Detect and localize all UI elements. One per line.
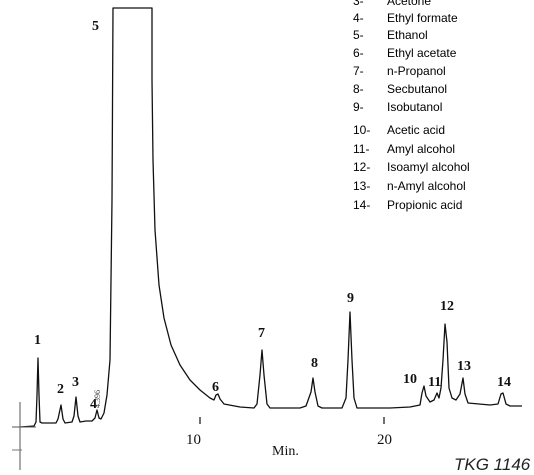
legend-name-8: Secbutanol bbox=[387, 82, 447, 96]
legend-name-14: Propionic acid bbox=[387, 198, 462, 212]
peak-label-7: 7 bbox=[258, 326, 265, 341]
peak-label-5: 5 bbox=[92, 19, 99, 34]
legend-num-13: 13- bbox=[353, 179, 370, 193]
legend-name-13: n-Amyl alcohol bbox=[387, 179, 466, 193]
legend-name-12: Isoamyl alcohol bbox=[387, 160, 470, 174]
x-axis-title: Min. bbox=[272, 444, 299, 459]
legend-name-4: Ethyl formate bbox=[387, 11, 458, 25]
legend-num-5: 5- bbox=[353, 28, 364, 42]
peak-label-9: 9 bbox=[347, 291, 354, 306]
legend-name-5: Ethanol bbox=[387, 28, 428, 42]
legend: 3- Acetone 4- Ethyl formate 5- Ethanol 6… bbox=[353, 0, 470, 212]
legend-name-7: n-Propanol bbox=[387, 64, 446, 78]
legend-num-10: 10- bbox=[353, 123, 370, 137]
peak-label-4: 4 bbox=[90, 397, 97, 412]
peak-label-8: 8 bbox=[311, 356, 318, 371]
legend-name-11: Amyl alcohol bbox=[387, 142, 455, 156]
x-tick-label-20: 20 bbox=[377, 432, 392, 448]
peak-label-3: 3 bbox=[72, 375, 79, 390]
legend-num-4: 4- bbox=[353, 11, 364, 25]
peak-label-13: 13 bbox=[457, 359, 471, 374]
legend-num-9: 9- bbox=[353, 100, 364, 114]
peak-label-12: 12 bbox=[440, 299, 454, 314]
legend-num-6: 6- bbox=[353, 46, 364, 60]
legend-num-14: 14- bbox=[353, 198, 370, 212]
peak-label-2: 2 bbox=[57, 382, 64, 397]
peak-label-1: 1 bbox=[34, 333, 41, 348]
legend-num-12: 12- bbox=[353, 160, 370, 174]
legend-num-7: 7- bbox=[353, 64, 364, 78]
legend-num-3: 3- bbox=[353, 0, 364, 8]
legend-name-9: Isobutanol bbox=[387, 100, 442, 114]
peak-label-11: 11 bbox=[428, 375, 441, 390]
legend-num-11: 11- bbox=[353, 142, 369, 156]
legend-name-10: Acetic acid bbox=[387, 123, 445, 137]
peak-label-14: 14 bbox=[497, 375, 511, 390]
image-watermark: TKG 1146 bbox=[454, 455, 531, 474]
legend-name-6: Ethyl acetate bbox=[387, 46, 457, 60]
chromatogram-trace bbox=[19, 7, 522, 428]
legend-name-3: Acetone bbox=[387, 0, 431, 8]
legend-num-8: 8- bbox=[353, 82, 364, 96]
x-tick-label-10: 10 bbox=[186, 432, 201, 448]
peak-label-10: 10 bbox=[403, 372, 417, 387]
peak-labels: 1 2 3 4 5 6 7 8 9 10 11 12 13 14 bbox=[34, 19, 511, 412]
handwritten-rt-note: 4.396 bbox=[93, 390, 102, 408]
peak-label-6: 6 bbox=[212, 380, 219, 395]
